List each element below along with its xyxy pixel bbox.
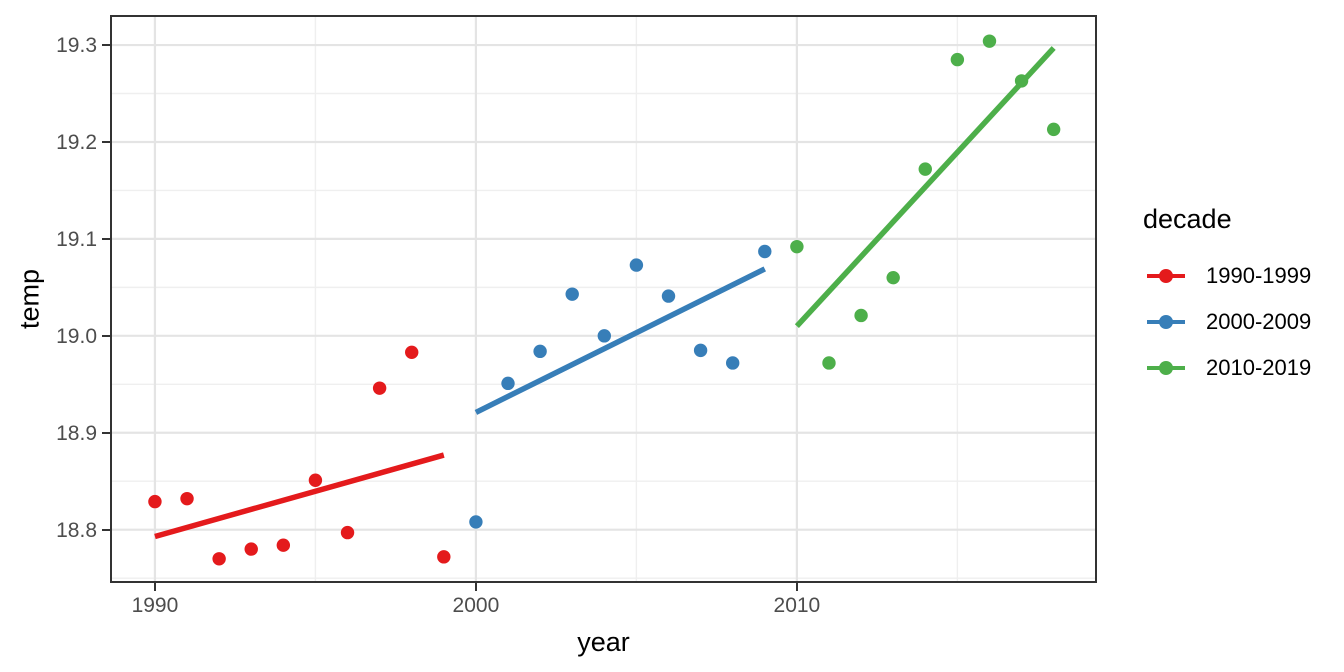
legend: decade 1990-1999 2000-2009 2010-2019 [1130,204,1311,391]
data-point [629,258,644,272]
data-point [1046,122,1061,137]
legend-item: 2000-2009 [1130,299,1311,345]
data-point [982,34,997,48]
legend-title: decade [1143,204,1232,234]
legend-key-dot [1159,361,1173,375]
legend-item: 2010-2019 [1130,345,1311,391]
data-point [180,491,194,506]
data-point [469,515,483,529]
trend-line [154,452,445,540]
data-point [340,525,355,540]
y-tick-mark [102,237,110,240]
legend-key-dot [1159,269,1173,283]
legend-key-dot [1159,315,1173,329]
y-tick-mark [102,431,110,434]
data-point [148,494,162,509]
data-point [854,308,868,323]
y-tick-label: 18.8 [56,518,97,542]
x-tick-label: 2000 [452,594,500,617]
y-tick-label: 19.1 [56,227,97,251]
data-point [276,538,291,552]
y-axis-title: temp [14,268,45,330]
trend-line [474,266,767,415]
y-tick-label: 19.3 [56,34,97,58]
data-point [533,344,547,359]
y-tick-label: 19.0 [56,324,97,348]
y-tick-label: 18.9 [56,421,97,445]
y-tick-label: 19.2 [56,130,97,154]
data-point [244,542,258,556]
data-point [661,289,676,303]
trend-line [794,46,1056,329]
data-point [308,473,323,487]
x-tick-mark [474,583,477,591]
data-point [565,287,579,301]
legend-item-label: 2010-2019 [1206,355,1312,380]
y-tick-mark [102,44,110,47]
y-tick-mark [102,334,110,337]
plot-canvas [112,17,1095,581]
data-point [437,550,451,564]
data-point [822,356,836,370]
legend-item: 1990-1999 [1130,253,1311,299]
x-tick-label: 2010 [773,594,821,617]
data-point [372,381,387,395]
legend-item-label: 1990-1999 [1206,263,1312,288]
data-point [501,376,515,391]
x-tick-mark [153,583,156,591]
data-point [597,329,612,343]
legend-key-icon [1147,360,1185,376]
plot-panel [110,15,1097,583]
legend-key-icon [1147,314,1185,330]
data-point [725,356,740,370]
data-point [918,162,932,176]
data-point [790,239,804,254]
legend-key-icon [1147,268,1185,284]
data-point [405,345,419,360]
y-tick-mark [102,528,110,531]
data-point [886,270,900,285]
legend-items: 1990-1999 2000-2009 2010-2019 [1130,253,1311,391]
data-point [212,552,226,566]
data-point [693,343,708,358]
data-point [950,52,965,67]
y-tick-mark [102,140,110,143]
legend-item-label: 2000-2009 [1206,309,1312,334]
data-point [758,244,772,259]
x-tick-label: 1990 [131,594,179,617]
x-axis-title: year [577,627,630,657]
x-tick-mark [795,583,798,591]
